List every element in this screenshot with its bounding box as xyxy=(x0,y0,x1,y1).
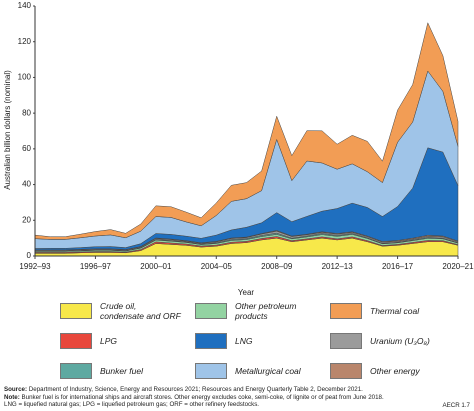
legend-item: Bunker fuel xyxy=(60,360,195,382)
source-label: Source: xyxy=(4,386,28,393)
y-axis-label: Australian billion dollars (nominal) xyxy=(3,70,12,190)
legend-swatch xyxy=(330,333,362,349)
x-tick-label: 2004–05 xyxy=(201,262,233,271)
y-tick-label: 0 xyxy=(27,251,32,260)
legend-item: Uranium (U₃O₈) xyxy=(330,330,460,352)
y-tick-label: 60 xyxy=(22,144,31,153)
y-tick-label: 40 xyxy=(22,180,31,189)
source-text: Department of Industry, Science, Energy … xyxy=(28,386,363,393)
x-tick-label: 2000–01 xyxy=(140,262,172,271)
footer: Source: Department of Industry, Science,… xyxy=(4,386,472,409)
legend-item: LNG xyxy=(195,330,330,352)
x-tick-label: 2020–21 xyxy=(442,262,474,271)
legend-item: LPG xyxy=(60,330,195,352)
legend-label: Uranium (U₃O₈) xyxy=(370,336,430,346)
x-axis-label: Year xyxy=(238,288,255,297)
legend-label: Thermal coal xyxy=(370,306,420,316)
x-tick-label: 2012–13 xyxy=(322,262,354,271)
legend-swatch xyxy=(60,363,92,379)
legend-swatch xyxy=(60,303,92,319)
y-tick-label: 140 xyxy=(18,1,32,10)
legend-label: LNG xyxy=(235,336,253,346)
y-tick-label: 20 xyxy=(22,215,31,224)
legend-label: Bunker fuel xyxy=(100,366,143,376)
area xyxy=(34,22,459,240)
legend-swatch xyxy=(330,363,362,379)
x-tick-label: 2016–17 xyxy=(382,262,414,271)
legend-label: Metallurgical coal xyxy=(235,366,301,376)
legend-swatch xyxy=(195,333,227,349)
figure-code: AECR 1.7 xyxy=(442,402,470,409)
legend-swatch xyxy=(60,333,92,349)
source: Source: Department of Industry, Science,… xyxy=(4,386,472,394)
x-tick-label: 2008–09 xyxy=(261,262,293,271)
y-tick-label: 80 xyxy=(22,108,31,117)
legend-label: Other energy xyxy=(370,366,420,376)
x-tick-label: 1996–97 xyxy=(80,262,112,271)
legend-item: Crude oil, condensate and ORF xyxy=(60,300,195,322)
legend-swatch xyxy=(330,303,362,319)
areas xyxy=(34,22,459,257)
legend-swatch xyxy=(195,303,227,319)
x-tick-label: 1992–93 xyxy=(19,262,51,271)
legend-item: Thermal coal xyxy=(330,300,460,322)
abbreviations: LNG = liquefied natural gas; LPG = lique… xyxy=(4,401,260,409)
chart: Australian billion dollars (nominal) Yea… xyxy=(3,1,474,297)
legend-item: Metallurgical coal xyxy=(195,360,330,382)
legend-label: Other petroleum products xyxy=(235,301,297,321)
y-tick-label: 100 xyxy=(18,73,32,82)
legend-label: Crude oil, condensate and ORF xyxy=(100,301,181,321)
note-label: Note: xyxy=(4,393,20,401)
y-tick-label: 120 xyxy=(18,37,32,46)
legend-label: LPG xyxy=(100,336,118,346)
legend-item: Other energy xyxy=(330,360,460,382)
legend-item: Other petroleum products xyxy=(195,300,330,322)
legend: Crude oil, condensate and ORF Other petro… xyxy=(60,300,460,382)
note-text: Bunker fuel is for international ships a… xyxy=(21,393,384,401)
note: Note: Bunker fuel is for international s… xyxy=(4,394,472,402)
legend-swatch xyxy=(195,363,227,379)
